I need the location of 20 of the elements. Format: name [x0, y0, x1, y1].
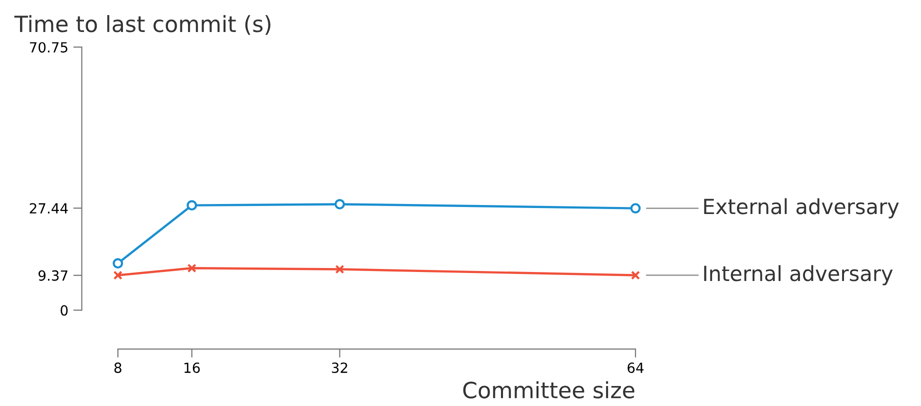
point	[113, 270, 122, 280]
x-axis-title: Committee size	[463, 381, 634, 398]
y-axis-title: Time to last commit (s)	[14, 15, 270, 35]
x-tick-label: 32	[332, 362, 348, 374]
point	[187, 264, 196, 273]
y-tick-label: 0	[60, 305, 68, 316]
point	[186, 200, 198, 211]
y-tick-label: 9.37	[38, 270, 68, 281]
y-tick-label: 27.44	[30, 203, 68, 214]
point	[334, 198, 345, 210]
y-tick-label: 70.75	[30, 42, 68, 53]
point	[335, 264, 344, 274]
text: Internal adversary	[704, 265, 893, 286]
x-tick-label: 16	[184, 362, 200, 374]
point	[630, 203, 641, 214]
text: External adversary	[704, 198, 899, 218]
point	[630, 270, 640, 280]
x-tick-label: 8	[114, 362, 122, 374]
x-tick-label: 64	[628, 362, 644, 374]
point	[112, 258, 124, 269]
